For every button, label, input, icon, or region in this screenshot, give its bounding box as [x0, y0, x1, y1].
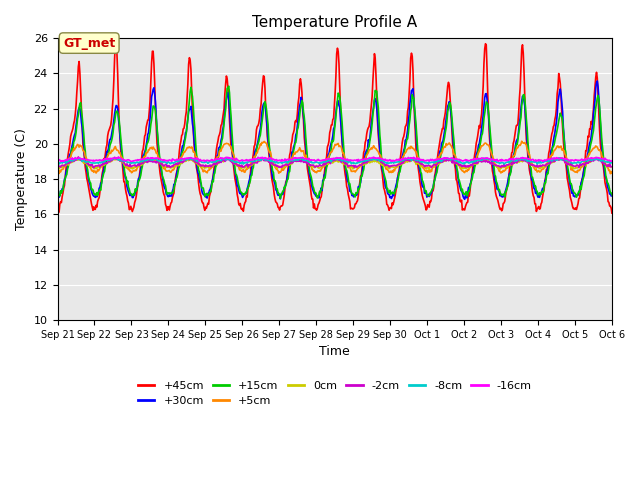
+30cm — [177, 152, 185, 158]
-8cm — [608, 160, 616, 166]
0cm — [419, 163, 427, 168]
-8cm — [420, 159, 428, 165]
+30cm — [121, 171, 129, 177]
-2cm — [420, 163, 428, 168]
+5cm — [54, 170, 61, 176]
+15cm — [64, 166, 72, 172]
-2cm — [208, 163, 216, 168]
-16cm — [196, 159, 204, 165]
Line: 0cm: 0cm — [58, 158, 612, 169]
+15cm — [404, 136, 412, 142]
+5cm — [402, 149, 410, 155]
Line: +45cm: +45cm — [58, 41, 612, 213]
+15cm — [206, 189, 214, 194]
-2cm — [54, 163, 61, 169]
-2cm — [404, 156, 412, 162]
0cm — [403, 159, 411, 165]
0cm — [54, 165, 61, 170]
-2cm — [122, 163, 130, 168]
+45cm — [54, 207, 61, 213]
+45cm — [207, 189, 215, 194]
+45cm — [112, 38, 120, 44]
Title: Temperature Profile A: Temperature Profile A — [252, 15, 417, 30]
-16cm — [122, 157, 129, 163]
-2cm — [608, 164, 616, 169]
+15cm — [608, 192, 616, 198]
-16cm — [404, 156, 412, 161]
+45cm — [122, 185, 129, 191]
Y-axis label: Temperature (C): Temperature (C) — [15, 128, 28, 230]
+15cm — [225, 83, 232, 89]
0cm — [114, 155, 122, 161]
+45cm — [178, 132, 186, 138]
Text: GT_met: GT_met — [63, 36, 115, 49]
0cm — [426, 167, 433, 172]
+15cm — [177, 155, 185, 161]
+5cm — [419, 163, 426, 169]
+45cm — [419, 195, 427, 201]
-8cm — [64, 159, 72, 165]
-16cm — [208, 156, 216, 162]
-8cm — [403, 156, 411, 162]
-8cm — [54, 160, 61, 166]
-8cm — [206, 159, 214, 165]
0cm — [608, 164, 616, 170]
+15cm — [420, 181, 428, 187]
+30cm — [461, 196, 468, 202]
-16cm — [608, 158, 616, 164]
-16cm — [54, 158, 61, 164]
+5cm — [206, 165, 214, 171]
+5cm — [518, 138, 525, 144]
-16cm — [420, 158, 428, 164]
+5cm — [177, 156, 185, 162]
-16cm — [178, 156, 186, 161]
-8cm — [177, 158, 185, 164]
X-axis label: Time: Time — [319, 345, 350, 359]
+5cm — [608, 170, 616, 176]
-8cm — [121, 158, 129, 164]
Line: +30cm: +30cm — [58, 81, 612, 199]
0cm — [64, 161, 72, 167]
+45cm — [64, 156, 72, 161]
Line: -2cm: -2cm — [58, 157, 612, 168]
+30cm — [64, 165, 72, 170]
Line: -16cm: -16cm — [58, 157, 612, 162]
+5cm — [121, 162, 129, 168]
0cm — [207, 164, 215, 169]
-16cm — [64, 157, 72, 163]
-2cm — [179, 160, 186, 166]
+45cm — [608, 210, 616, 216]
+45cm — [403, 120, 411, 126]
+5cm — [64, 160, 72, 166]
+30cm — [402, 138, 410, 144]
+15cm — [121, 169, 129, 175]
-8cm — [407, 155, 415, 161]
Legend: +45cm, +30cm, +15cm, +5cm, 0cm, -2cm, -8cm, -16cm: +45cm, +30cm, +15cm, +5cm, 0cm, -2cm, -8… — [133, 376, 536, 411]
-8cm — [239, 161, 247, 167]
Line: +15cm: +15cm — [58, 86, 612, 198]
0cm — [122, 163, 129, 168]
-2cm — [64, 161, 72, 167]
+30cm — [54, 195, 61, 201]
Line: +5cm: +5cm — [58, 141, 612, 174]
+15cm — [276, 195, 284, 201]
-16cm — [115, 154, 122, 160]
+30cm — [608, 193, 616, 199]
Line: -8cm: -8cm — [58, 158, 612, 164]
-2cm — [90, 165, 98, 170]
+15cm — [54, 190, 61, 195]
+30cm — [206, 186, 214, 192]
0cm — [178, 161, 186, 167]
-2cm — [74, 154, 82, 160]
+5cm — [607, 171, 614, 177]
+30cm — [593, 78, 601, 84]
+30cm — [419, 183, 426, 189]
